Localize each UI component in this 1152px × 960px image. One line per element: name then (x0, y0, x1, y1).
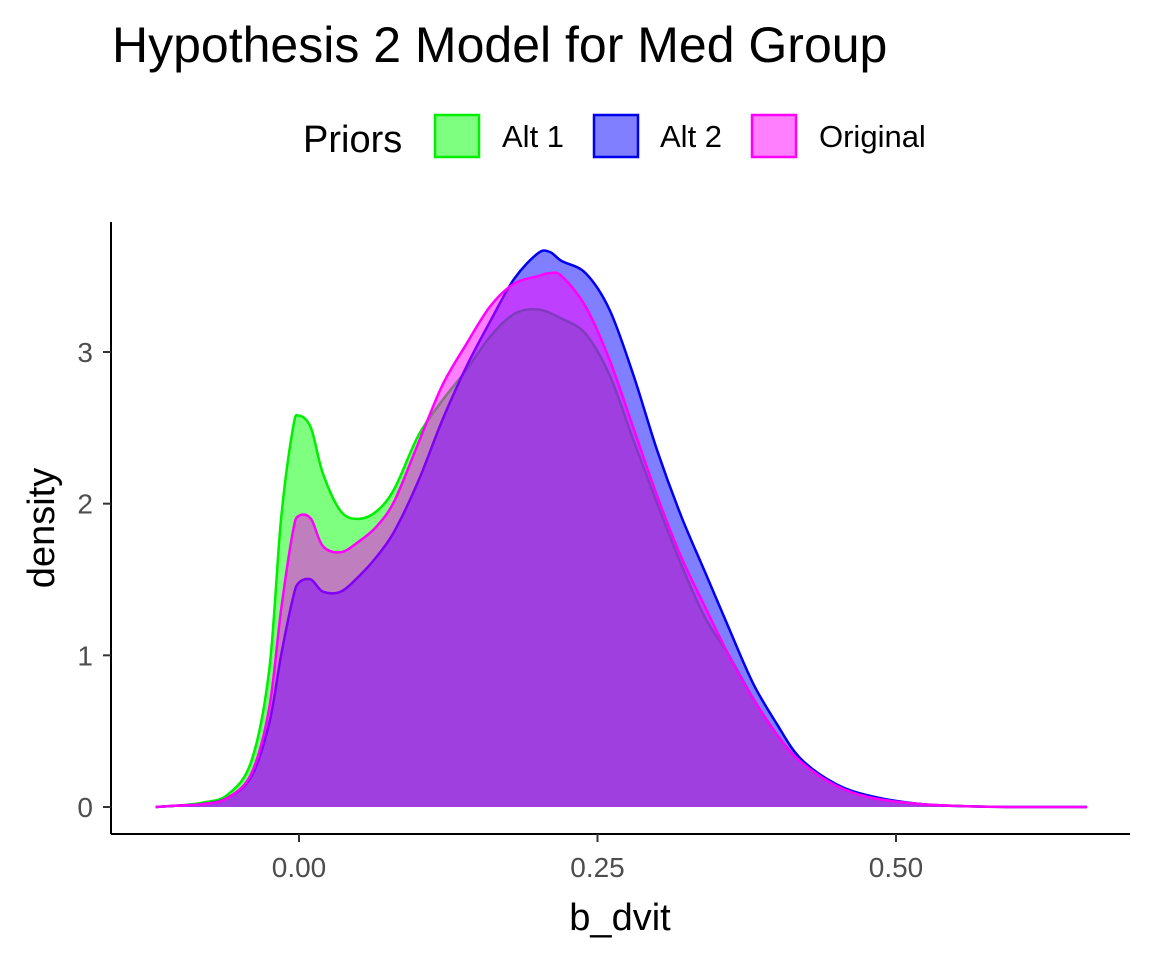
y-tick-label: 3 (77, 337, 93, 368)
legend: Priors Alt 1 Alt 2 Original (303, 113, 926, 161)
legend-label-alt-1: Alt 1 (502, 119, 564, 154)
density-area-original (155, 272, 1088, 808)
x-tick-label: 0.50 (869, 852, 924, 883)
legend-key-alt-1 (433, 113, 481, 159)
legend-label-alt-2: Alt 2 (660, 119, 722, 154)
density-line-original (155, 271, 1088, 809)
x-axis-title: b_dvit (569, 897, 671, 939)
tick-layer: 0.00 0.25 0.50 0 1 2 3 (77, 337, 923, 883)
legend-key-alt-2 (592, 113, 640, 159)
x-tick-label: 0.25 (570, 852, 625, 883)
y-tick-label: 2 (77, 489, 93, 520)
y-axis-title: density (21, 468, 63, 588)
x-tick-label: 0.00 (272, 852, 327, 883)
chart-title: Hypothesis 2 Model for Med Group (112, 17, 887, 73)
legend-title: Priors (303, 119, 402, 161)
y-tick-label: 1 (77, 640, 93, 671)
series-layer (155, 249, 1088, 809)
y-tick-label: 0 (77, 792, 93, 823)
legend-key-original (750, 113, 798, 159)
legend-label-original: Original (819, 119, 926, 154)
